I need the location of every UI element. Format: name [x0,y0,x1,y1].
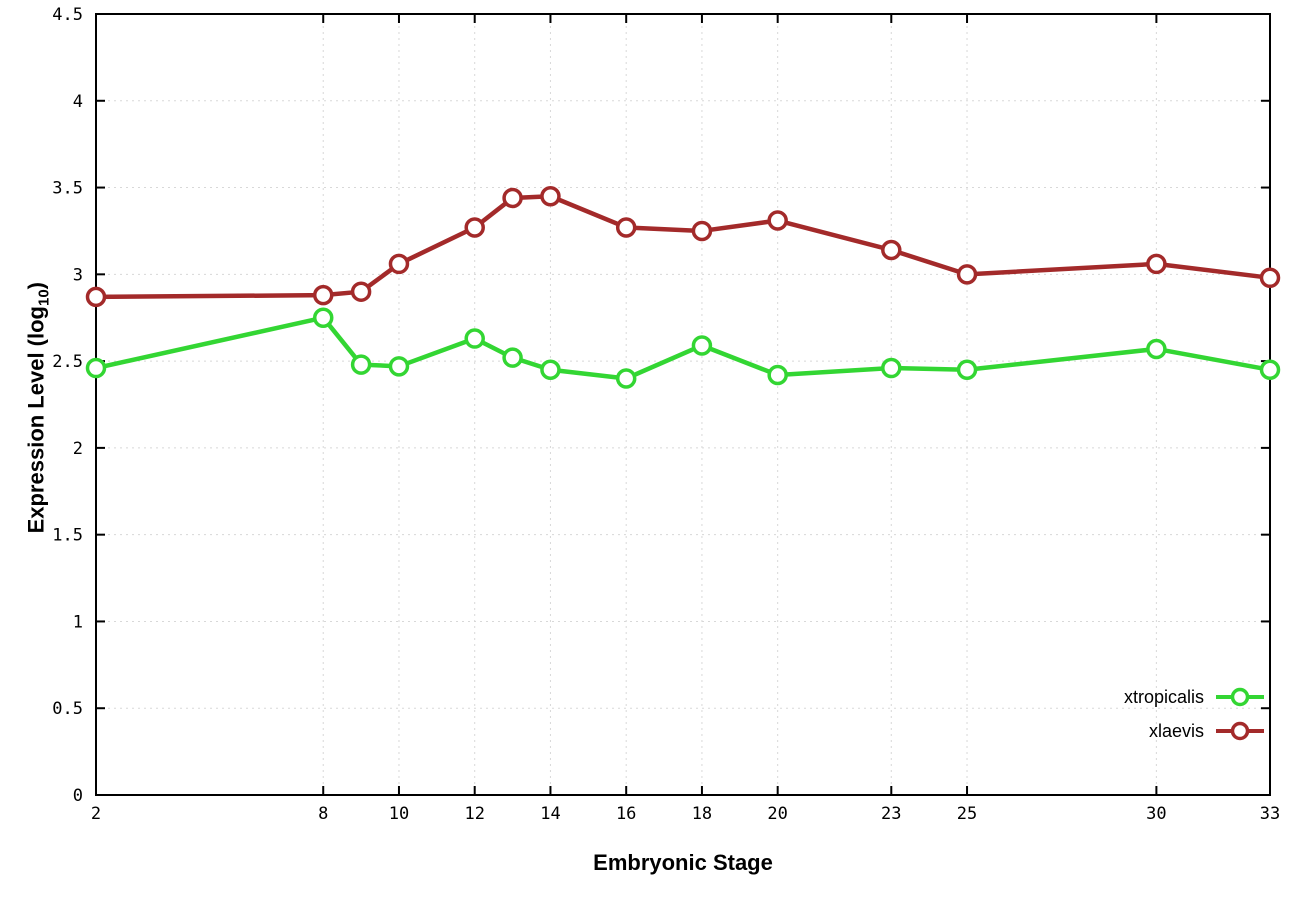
svg-text:18: 18 [692,804,712,824]
svg-text:10: 10 [389,804,409,824]
data-point-xlaevis [312,284,334,306]
data-point-xlaevis [502,187,523,209]
svg-text:3.5: 3.5 [52,179,83,199]
svg-text:0.5: 0.5 [52,699,83,719]
data-point-xtropicalis [767,364,788,386]
svg-text:2: 2 [73,439,83,459]
data-point-xlaevis [881,239,902,261]
svg-text:4: 4 [73,92,83,112]
data-point-xlaevis [1259,267,1281,289]
data-point-xtropicalis [502,347,523,368]
data-point-xlaevis [615,217,637,238]
data-point-xlaevis [350,281,372,302]
svg-text:23: 23 [881,804,901,824]
svg-text:8: 8 [318,804,328,824]
legend-marker-xtropicalis-icon [1216,687,1264,707]
plot-border [95,13,1271,796]
data-point-xtropicalis [350,354,372,375]
data-point-xtropicalis [85,357,107,379]
legend-marker-xlaevis-icon [1216,721,1264,741]
svg-text:2.5: 2.5 [52,352,83,372]
x-tick-labels: 2 8 10 12 14 16 18 20 23 25 30 33 [91,804,1280,824]
svg-text:30: 30 [1146,804,1166,824]
svg-text:14: 14 [540,804,560,824]
svg-text:1: 1 [73,612,83,632]
legend-item-xtropicalis: xtropicalis [1124,686,1266,708]
x-axis-title: Embryonic Stage [593,850,773,875]
data-point-xtropicalis [691,335,713,356]
svg-text:33: 33 [1260,804,1280,824]
data-point-xtropicalis [312,307,334,328]
data-point-xtropicalis [464,328,485,349]
svg-text:12: 12 [464,804,484,824]
data-point-xlaevis [540,185,561,207]
svg-text:0: 0 [73,786,83,806]
svg-text:1.5: 1.5 [52,526,83,546]
y-axis-title-main: Expression Level (log [23,306,49,534]
data-point-xtropicalis [388,356,410,377]
svg-text:3: 3 [73,265,83,285]
data-point-xtropicalis [881,357,902,379]
legend-label-xlaevis: xlaevis [1148,720,1204,741]
data-point-xlaevis [1146,253,1167,275]
svg-text:2: 2 [91,804,101,824]
data-point-xtropicalis [1259,359,1281,381]
data-point-xlaevis [956,264,978,285]
y-axis-title: Expression Level (log10) [23,208,52,608]
tick-marks [95,13,1271,796]
y-tick-labels: 0 0.5 1 1.5 2 2.5 3 3.5 4 4.5 [52,5,83,806]
series-xtropicalis [85,307,1281,389]
series-xlaevis [85,185,1281,308]
data-point-xtropicalis [615,368,637,389]
data-point-xlaevis [388,253,410,275]
svg-text:16: 16 [616,804,636,824]
data-point-xlaevis [767,210,788,231]
data-point-xlaevis [691,220,713,242]
gridlines [95,13,1271,796]
y-axis-title-end: ) [23,281,49,290]
data-point-xlaevis [85,286,107,308]
data-point-xtropicalis [1146,338,1167,360]
legend: xtropicalis xlaevis [1124,686,1266,742]
svg-text:25: 25 [957,804,977,824]
legend-item-xlaevis: xlaevis [1149,720,1266,742]
legend-label-xtropicalis: xtropicalis [1123,686,1204,707]
svg-text:4.5: 4.5 [52,5,83,25]
data-point-xtropicalis [956,359,978,381]
svg-text:20: 20 [767,804,787,824]
data-point-xtropicalis [540,359,561,381]
data-point-xlaevis [464,217,485,238]
y-axis-title-sub: 10 [35,289,53,307]
